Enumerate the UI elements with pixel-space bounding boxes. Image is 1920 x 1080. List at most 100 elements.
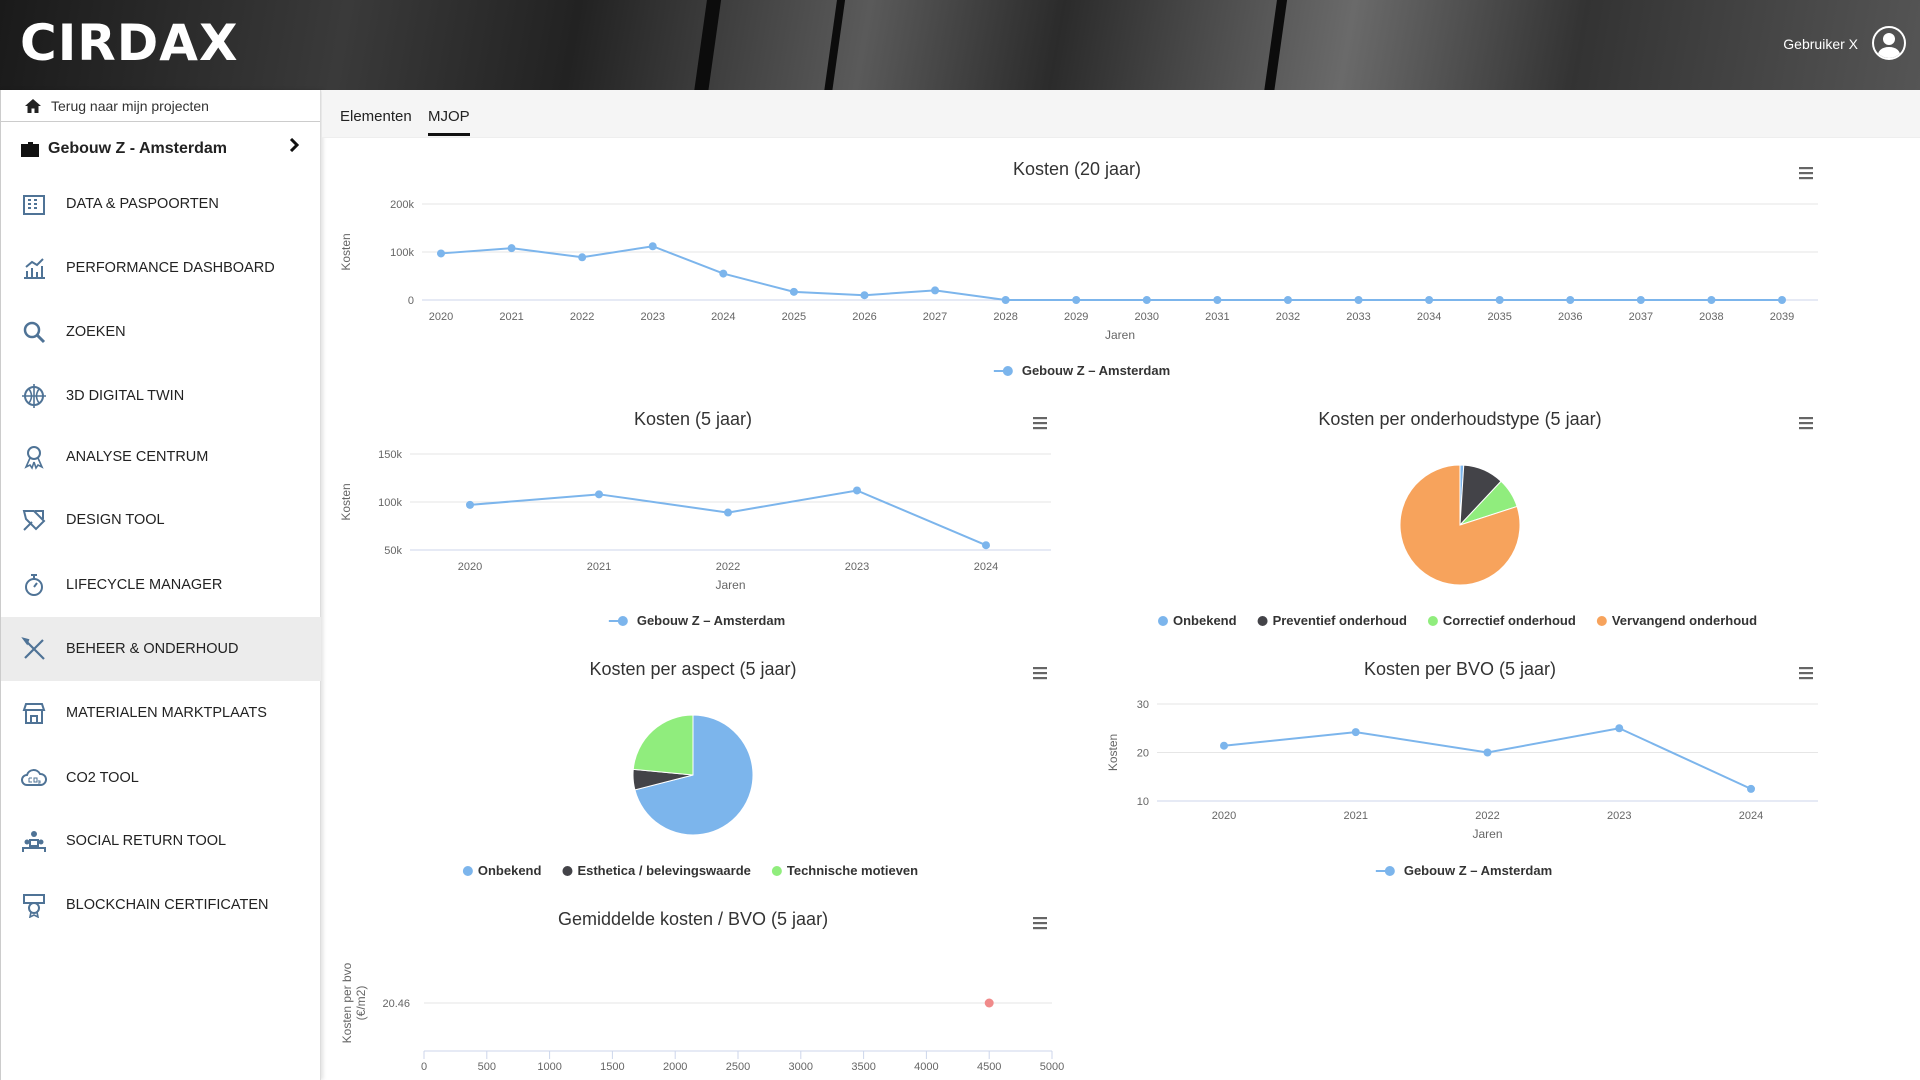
cirdax-logo[interactable]: CIRDAX xyxy=(20,14,239,72)
data-point[interactable] xyxy=(1213,296,1222,304)
data-point[interactable] xyxy=(1351,728,1360,737)
chart-menu-button[interactable] xyxy=(1031,664,1049,682)
data-point[interactable] xyxy=(724,508,732,517)
data-point[interactable] xyxy=(1636,296,1645,304)
sidebar-item-analyse-centrum[interactable]: ANALYSE CENTRUM xyxy=(1,425,321,489)
data-point[interactable] xyxy=(982,541,990,550)
legend-item[interactable]: Gebouw Z – Amsterdam xyxy=(1375,863,1552,878)
legend-item[interactable]: Esthetica / belevingswaarde xyxy=(562,863,751,878)
legend-item[interactable]: Technische motieven xyxy=(771,863,918,878)
data-point[interactable] xyxy=(1495,296,1504,304)
sidebar-item-blockchain-certificaten[interactable]: BLOCKCHAIN CERTIFICATEN xyxy=(1,873,321,937)
x-tick-label: 2026 xyxy=(852,311,876,323)
tab-elementen[interactable]: Elementen xyxy=(340,108,412,125)
data-point[interactable] xyxy=(789,287,798,296)
sidebar-item-zoeken[interactable]: ZOEKEN xyxy=(1,300,321,364)
legend-marker xyxy=(771,866,782,876)
y-tick-label: 100k xyxy=(390,247,414,259)
data-point[interactable] xyxy=(860,291,869,300)
data-point[interactable] xyxy=(1425,296,1434,304)
data-point[interactable] xyxy=(1778,296,1786,304)
data-point[interactable] xyxy=(1072,296,1081,304)
chart-menu-button[interactable] xyxy=(1797,664,1815,682)
sidebar-item-label: PERFORMANCE DASHBOARD xyxy=(66,260,275,276)
data-point[interactable] xyxy=(648,242,657,251)
back-to-projects-link[interactable]: Terug naar mijn projecten xyxy=(1,90,320,122)
user-avatar-icon[interactable] xyxy=(1872,26,1906,60)
data-point[interactable] xyxy=(1707,296,1716,304)
data-point[interactable] xyxy=(719,269,728,278)
chart-menu-button[interactable] xyxy=(1031,414,1049,432)
legend-item[interactable]: Preventief onderhoud xyxy=(1257,613,1407,628)
sidebar-item-performance-dashboard[interactable]: PERFORMANCE DASHBOARD xyxy=(1,236,321,300)
hamburger-icon-bar xyxy=(1799,672,1813,675)
data-point[interactable] xyxy=(1220,741,1228,750)
pie-slice[interactable] xyxy=(1399,464,1521,586)
pie-slice[interactable] xyxy=(1459,464,1502,527)
chart-title: Kosten per onderhoudstype (5 jaar) xyxy=(1318,409,1601,429)
hamburger-icon-bar xyxy=(1033,917,1047,920)
data-point[interactable] xyxy=(1566,296,1575,304)
data-point[interactable] xyxy=(1354,296,1363,304)
back-link-label: Terug naar mijn projecten xyxy=(51,97,209,114)
sidebar: Terug naar mijn projecten Gebouw Z - Ams… xyxy=(0,90,321,1080)
data-point[interactable] xyxy=(1615,724,1624,733)
x-tick-label: 2022 xyxy=(570,311,594,323)
chart-menu-button[interactable] xyxy=(1031,914,1049,932)
data-point[interactable] xyxy=(1483,748,1492,757)
legend-item[interactable]: Correctief onderhoud xyxy=(1427,613,1576,628)
legend-item[interactable]: Gebouw Z – Amsterdam xyxy=(608,613,785,628)
sidebar-item-3d-digital-twin[interactable]: 3D DIGITAL TWIN xyxy=(1,364,321,428)
data-point[interactable] xyxy=(853,486,861,495)
hamburger-icon-bar xyxy=(1033,927,1047,930)
sidebar-item-materialen-marktplaats[interactable]: MATERIALEN MARKTPLAATS xyxy=(1,681,321,745)
sidebar-item-data-paspoorten[interactable]: DATA & PASPOORTEN xyxy=(1,172,321,236)
data-point[interactable] xyxy=(1142,296,1151,304)
legend-item[interactable]: Onbekend xyxy=(462,863,542,878)
data-point[interactable] xyxy=(578,253,587,262)
pie-slice[interactable] xyxy=(632,714,694,776)
legend-item[interactable]: Vervangend onderhoud xyxy=(1596,613,1757,628)
chart-menu-button[interactable] xyxy=(1797,164,1815,182)
data-point[interactable] xyxy=(1747,784,1755,793)
pie-slice[interactable] xyxy=(632,768,694,791)
sidebar-item-lifecycle-manager[interactable]: LIFECYCLE MANAGER xyxy=(1,553,321,617)
data-point[interactable] xyxy=(984,998,994,1008)
legend-item[interactable]: Onbekend xyxy=(1157,613,1237,628)
user-name[interactable]: Gebruiker X xyxy=(1783,36,1858,52)
chart-menu-button[interactable] xyxy=(1797,414,1815,432)
data-point[interactable] xyxy=(1283,296,1292,304)
project-selector[interactable]: Gebouw Z - Amsterdam xyxy=(1,122,320,175)
hamburger-icon-bar xyxy=(1033,667,1047,670)
data-point[interactable] xyxy=(507,244,516,253)
bar-chart-icon xyxy=(21,255,47,281)
x-tick-label: 2020 xyxy=(1212,810,1236,822)
x-tick-label: 2024 xyxy=(711,311,735,323)
legend-item[interactable]: Gebouw Z – Amsterdam xyxy=(993,363,1170,378)
data-point[interactable] xyxy=(437,249,445,258)
data-point[interactable] xyxy=(466,500,474,509)
hamburger-icon-bar xyxy=(1033,427,1047,430)
pie-slice[interactable] xyxy=(1459,480,1518,526)
sidebar-item-design-tool[interactable]: DESIGN TOOL xyxy=(1,488,321,552)
hamburger-icon-bar xyxy=(1799,417,1813,420)
chart-cAvg: Gemiddelde kosten / BVO (5 jaar) 20.46 0 50… xyxy=(340,909,1064,1073)
pie-slice[interactable] xyxy=(634,714,754,836)
globe-icon xyxy=(21,383,47,409)
data-point[interactable] xyxy=(931,286,940,295)
home-icon xyxy=(25,98,41,113)
pie-slice[interactable] xyxy=(1459,464,1465,526)
sidebar-item-social-return-tool[interactable]: SOCIAL RETURN TOOL xyxy=(1,809,321,873)
hamburger-icon-bar xyxy=(1033,677,1047,680)
tab-mjop[interactable]: MJOP xyxy=(428,108,470,136)
legend-marker xyxy=(1157,616,1168,626)
x-tick-label: 2021 xyxy=(499,311,523,323)
sidebar-item-co2-tool[interactable]: CO2 TOOL xyxy=(1,746,321,810)
y-tick-label: 20.46 xyxy=(382,998,410,1010)
data-point[interactable] xyxy=(1001,296,1010,304)
chart-pieType: Kosten per onderhoudstype (5 jaar) Onbeke… xyxy=(1157,409,1815,628)
sidebar-item-beheer-onderhoud[interactable]: BEHEER & ONDERHOUD xyxy=(1,617,321,681)
legend-label: Onbekend xyxy=(1173,613,1237,628)
series-line xyxy=(469,489,987,547)
data-point[interactable] xyxy=(595,490,603,499)
